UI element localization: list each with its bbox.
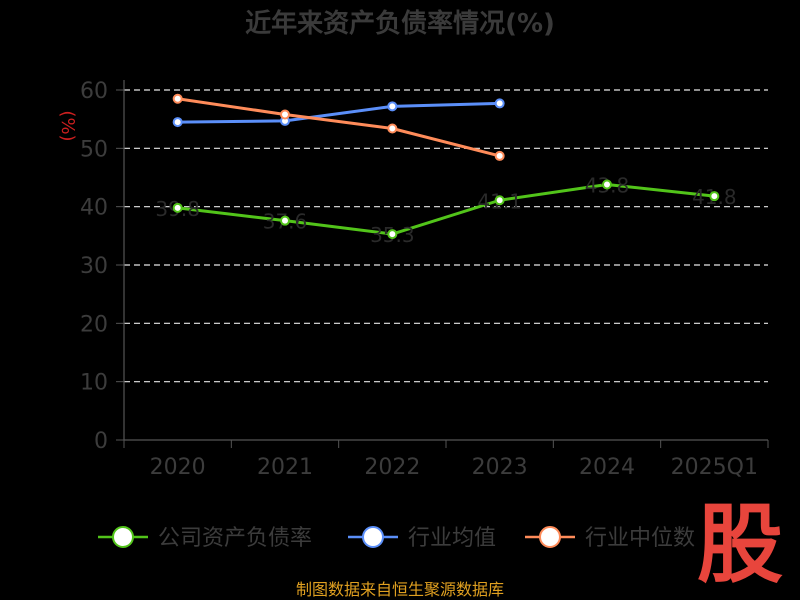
x-tick-label: 2025Q1	[671, 455, 758, 480]
legend-swatch-marker	[362, 526, 384, 548]
tick-labels: 0 10 20 30 40 50 60 2020 2021 2022 2023 2024 2025Q1	[80, 79, 758, 480]
data-point	[602, 179, 612, 190]
data-point	[494, 195, 505, 206]
chart-title: 近年来资产负债率情况(%)	[245, 8, 555, 39]
data-point	[172, 117, 183, 128]
legend-label: 公司资产负债率	[158, 526, 312, 551]
data-point	[387, 229, 398, 240]
x-tick-label: 2024	[579, 455, 635, 480]
y-tick-label: 20	[80, 312, 108, 337]
legend-label: 行业中位数	[585, 526, 695, 551]
data-point	[494, 98, 505, 109]
data-point	[172, 93, 183, 104]
legend-swatch-marker	[112, 526, 134, 548]
data-point	[280, 109, 290, 120]
legend-swatch-marker	[539, 526, 561, 548]
series-line	[177, 101, 500, 124]
data-point	[387, 101, 398, 112]
y-tick-label: 10	[80, 371, 108, 396]
x-tick-label: 2021	[257, 455, 313, 480]
legend: 公司资产负债率 行业均值 行业中位数	[98, 526, 695, 551]
data-point	[494, 150, 505, 161]
x-tick-label: 2023	[472, 455, 528, 480]
y-tick-label: 60	[80, 79, 108, 104]
source-note: 制图数据来自恒生聚源数据库	[296, 580, 504, 599]
grid-lines	[124, 89, 768, 383]
data-point	[280, 215, 290, 226]
data-point	[387, 123, 398, 134]
y-axis-label: (%)	[57, 110, 78, 141]
legend-item: 行业均值	[348, 526, 496, 551]
y-tick-label: 0	[94, 429, 108, 454]
x-tick-label: 2020	[150, 455, 206, 480]
x-tick-label: 2022	[364, 455, 420, 480]
data-point	[709, 191, 720, 202]
axes	[116, 80, 769, 448]
series-group: 39.837.635.341.143.841.8	[155, 93, 737, 248]
legend-item: 公司资产负债率	[98, 526, 312, 551]
y-tick-label: 50	[80, 137, 108, 162]
legend-item: 行业中位数	[525, 526, 695, 551]
stock-logo-icon: 股	[697, 495, 783, 595]
y-tick-label: 40	[80, 196, 108, 221]
y-tick-label: 30	[80, 254, 108, 279]
legend-label: 行业均值	[408, 526, 496, 551]
series-line	[177, 183, 715, 236]
data-point	[172, 202, 183, 213]
series-3	[172, 93, 505, 161]
series-line	[177, 97, 501, 158]
series-1: 39.837.635.341.143.841.8	[155, 174, 736, 248]
